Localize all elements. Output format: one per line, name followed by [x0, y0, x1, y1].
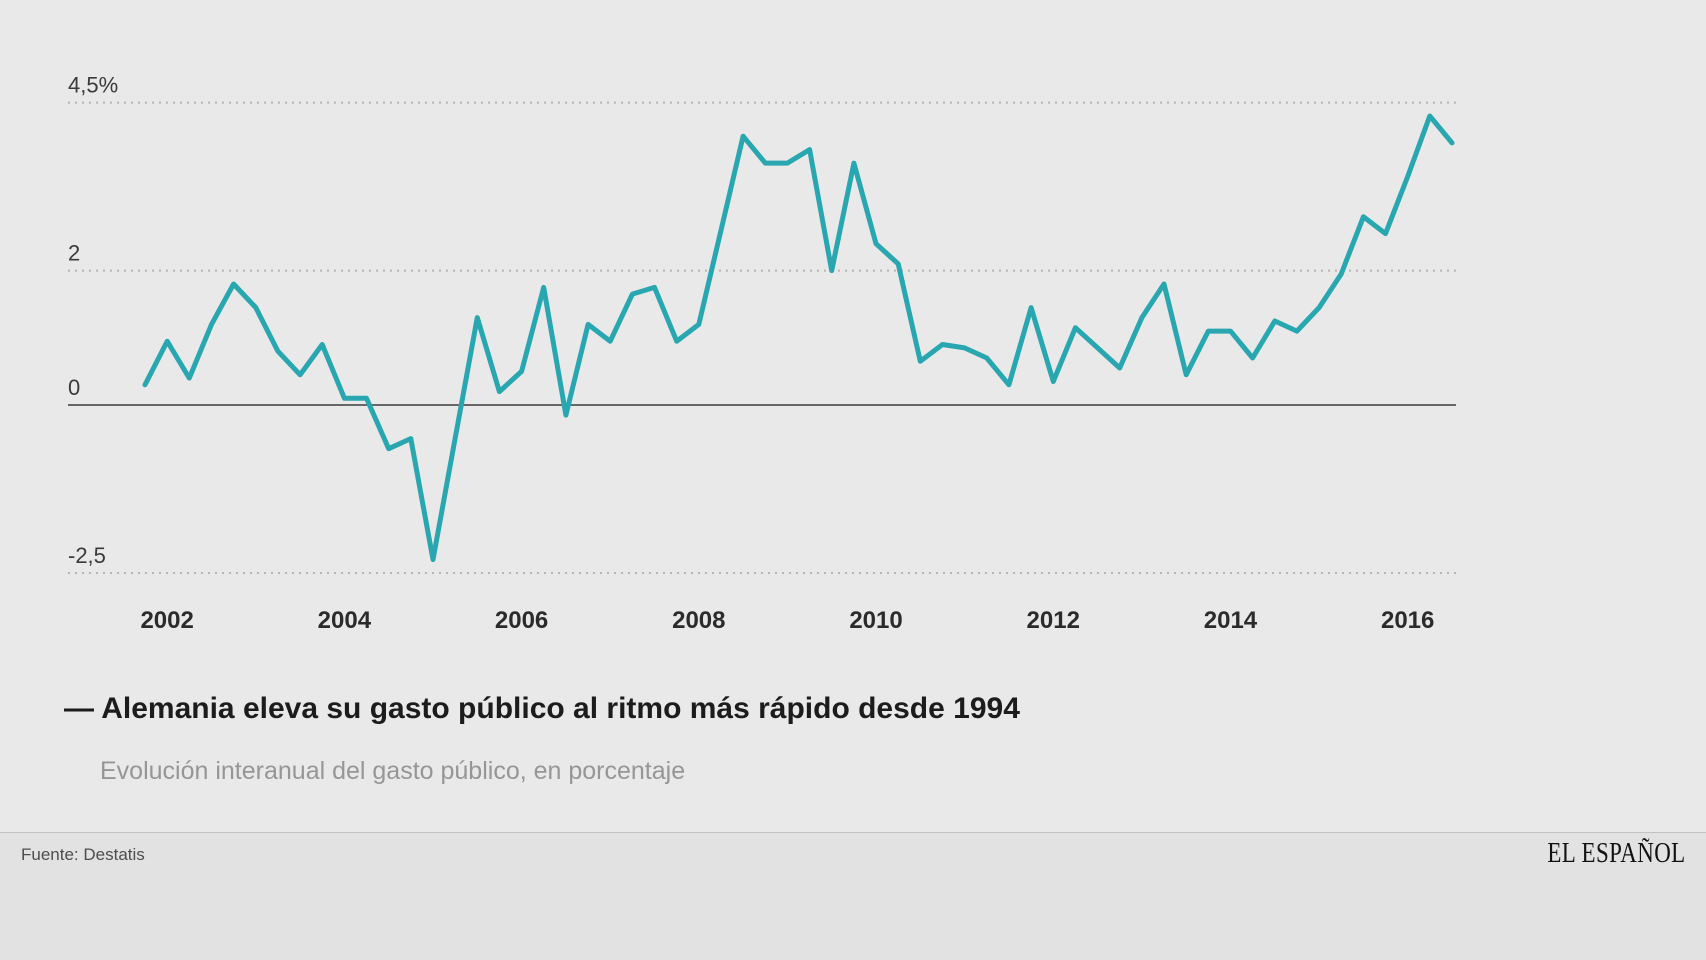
- x-tick-label: 2008: [672, 607, 725, 634]
- brand-logo: EL ESPAÑOL: [1547, 838, 1686, 869]
- chart-title: — Alemania eleva su gasto público al rit…: [64, 692, 1020, 725]
- footer-bar: Fuente: Destatis EL ESPAÑOL: [0, 832, 1706, 960]
- x-tick-label: 2004: [318, 607, 372, 634]
- spending-line: [142, 113, 1455, 563]
- y-tick-label: 0: [68, 375, 80, 400]
- spending-line-chart: 4,5% 2 0 -2,5 2002 2004 2006 2008 2010 2012 2014 20…: [68, 73, 1456, 634]
- x-tick-label: 2014: [1204, 607, 1258, 634]
- y-tick-label: 2: [68, 241, 80, 266]
- x-tick-label: 2016: [1381, 607, 1434, 634]
- chart-subtitle: Evolución interanual del gasto público, …: [100, 757, 686, 785]
- x-tick-label: 2002: [140, 607, 193, 634]
- source-label: Fuente: Destatis: [21, 845, 145, 864]
- x-tick-label: 2012: [1027, 607, 1080, 634]
- y-tick-label: -2,5: [68, 543, 106, 568]
- x-tick-label: 2006: [495, 607, 548, 634]
- x-tick-label: 2010: [849, 607, 902, 634]
- y-tick-label: 4,5%: [68, 73, 118, 98]
